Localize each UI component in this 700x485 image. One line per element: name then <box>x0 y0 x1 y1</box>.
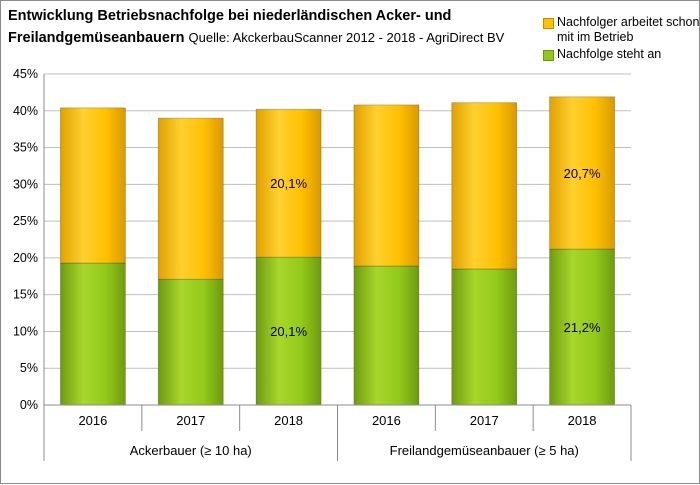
y-tick-label: 30% <box>13 177 38 191</box>
legend-label-nachfolge-steht-an: Nachfolge steht an <box>557 47 662 61</box>
bar-segment <box>157 278 224 406</box>
group-label: Freilandgemüseanbauer (≥ 5 ha) <box>390 443 579 458</box>
y-tick-label: 45% <box>13 67 38 81</box>
chart-title: Entwicklung Betriebsnachfolge bei nieder… <box>8 5 528 49</box>
y-tick-label: 0% <box>20 398 38 412</box>
legend-item-nachfolger-arbeitet: Nachfolger arbeitet schon mit im Betrieb <box>543 15 700 45</box>
x-tick-label: 2018 <box>568 413 597 428</box>
title-line-2: Freilandgemüseanbauern Quelle: Akckerbau… <box>8 27 528 49</box>
legend-item-nachfolge-steht-an: Nachfolge steht an <box>543 47 700 62</box>
legend-label-nachfolger-arbeitet: Nachfolger arbeitet schon mit im Betrieb <box>557 15 700 44</box>
y-tick-label: 20% <box>13 251 38 265</box>
y-tick-label: 35% <box>13 141 38 155</box>
bar-segment <box>451 268 518 406</box>
bar-segment <box>353 265 420 406</box>
legend-swatch-nachfolge-steht-an <box>543 50 554 61</box>
bar-segment <box>60 107 126 264</box>
title-line-2-text: Freilandgemüseanbauern <box>8 30 185 46</box>
bar-segment <box>549 96 615 250</box>
title-line-1: Entwicklung Betriebsnachfolge bei nieder… <box>8 8 452 24</box>
x-tick-label: 2016 <box>372 413 401 428</box>
bar-segment <box>549 248 615 406</box>
legend: Nachfolger arbeitet schon mit im Betrieb… <box>543 15 700 64</box>
group-label: Ackerbauer (≥ 10 ha) <box>130 443 252 458</box>
data-label: 20,7% <box>564 166 601 181</box>
source-note: Quelle: AkckerbauScanner 2012 - 2018 - A… <box>188 30 505 45</box>
y-tick-label: 15% <box>13 288 38 302</box>
bar-segment <box>451 102 518 270</box>
data-label: 20,1% <box>270 176 307 191</box>
y-tick-label: 10% <box>13 324 38 338</box>
data-label: 20,1% <box>270 324 307 339</box>
x-tick-label: 2017 <box>470 413 499 428</box>
bar-segment <box>255 108 322 258</box>
bar-segment <box>60 262 126 406</box>
x-tick-label: 2016 <box>78 413 107 428</box>
legend-swatch-nachfolger-arbeitet <box>543 18 554 29</box>
bar-segment <box>353 104 420 267</box>
x-tick-label: 2017 <box>176 413 205 428</box>
y-tick-label: 5% <box>20 361 38 375</box>
bar-segment <box>157 117 224 280</box>
y-tick-label: 25% <box>13 214 38 228</box>
data-label: 21,2% <box>564 320 601 335</box>
y-tick-label: 40% <box>13 104 38 118</box>
x-tick-label: 2018 <box>274 413 303 428</box>
